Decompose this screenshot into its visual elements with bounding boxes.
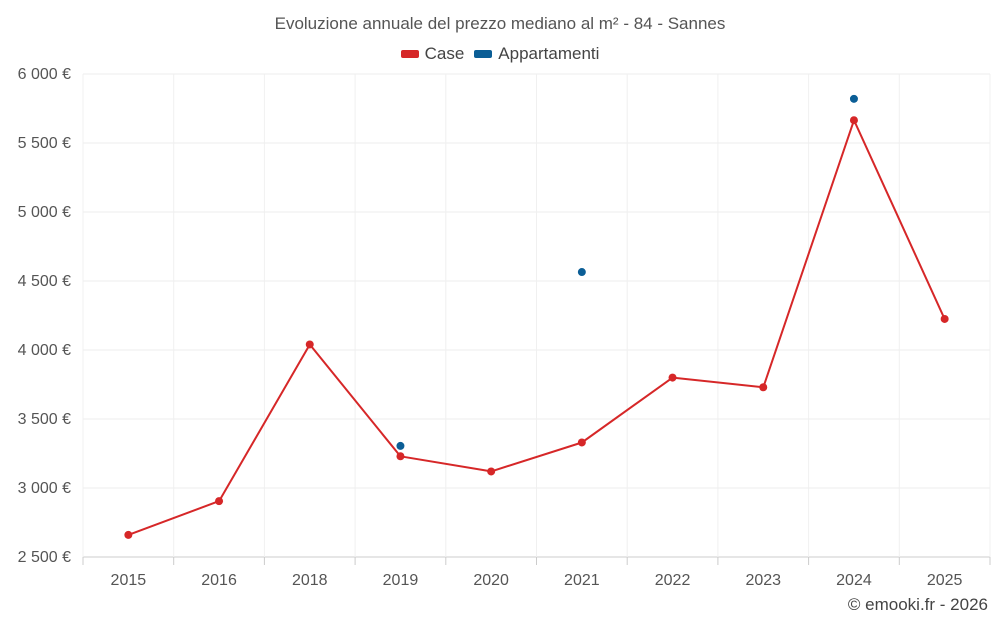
x-tick-label: 2016 bbox=[201, 572, 237, 589]
y-tick-label: 3 500 € bbox=[18, 411, 71, 428]
data-point-case[interactable] bbox=[124, 530, 133, 539]
x-tick-label: 2024 bbox=[836, 572, 872, 589]
y-tick-label: 4 500 € bbox=[18, 273, 71, 290]
legend-swatch-appartamenti bbox=[474, 50, 493, 58]
x-tick-label: 2023 bbox=[745, 572, 781, 589]
legend-label-appartamenti: Appartamenti bbox=[498, 44, 600, 63]
legend-item-case[interactable]: Case bbox=[400, 44, 465, 64]
data-point-case[interactable] bbox=[668, 373, 677, 382]
y-tick-label: 2 500 € bbox=[18, 549, 71, 566]
x-tick-label: 2019 bbox=[383, 572, 419, 589]
data-point-case[interactable] bbox=[759, 383, 768, 392]
y-tick-label: 4 000 € bbox=[18, 342, 71, 359]
data-point-appartamenti[interactable] bbox=[396, 441, 405, 450]
chart-legend: Case Appartamenti bbox=[0, 44, 1000, 64]
data-point-case[interactable] bbox=[487, 467, 496, 476]
data-point-appartamenti[interactable] bbox=[577, 268, 586, 277]
data-point-case[interactable] bbox=[396, 452, 405, 461]
x-tick-label: 2018 bbox=[292, 572, 328, 589]
data-point-case[interactable] bbox=[577, 438, 586, 447]
x-tick-label: 2021 bbox=[564, 572, 600, 589]
data-point-case[interactable] bbox=[215, 497, 224, 506]
y-tick-label: 3 000 € bbox=[18, 480, 71, 497]
credit-text: © emooki.fr - 2026 bbox=[847, 595, 988, 614]
chart-title: Evoluzione annuale del prezzo mediano al… bbox=[274, 14, 726, 33]
data-point-case[interactable] bbox=[305, 340, 314, 349]
data-point-appartamenti[interactable] bbox=[849, 94, 858, 103]
y-tick-label: 5 500 € bbox=[18, 135, 71, 152]
series-line-case bbox=[127, 119, 946, 536]
x-tick-label: 2015 bbox=[111, 572, 147, 589]
legend-label-case: Case bbox=[424, 44, 465, 63]
legend-swatch-case bbox=[400, 50, 419, 58]
x-tick-label: 2022 bbox=[655, 572, 691, 589]
x-tick-label: 2025 bbox=[927, 572, 963, 589]
y-tick-label: 5 000 € bbox=[18, 204, 71, 221]
legend-item-appartamenti[interactable]: Appartamenti bbox=[474, 44, 599, 64]
data-point-case[interactable] bbox=[940, 314, 949, 323]
data-point-case[interactable] bbox=[849, 116, 858, 125]
y-tick-label: 6 000 € bbox=[18, 66, 71, 83]
x-tick-label: 2020 bbox=[473, 572, 509, 589]
